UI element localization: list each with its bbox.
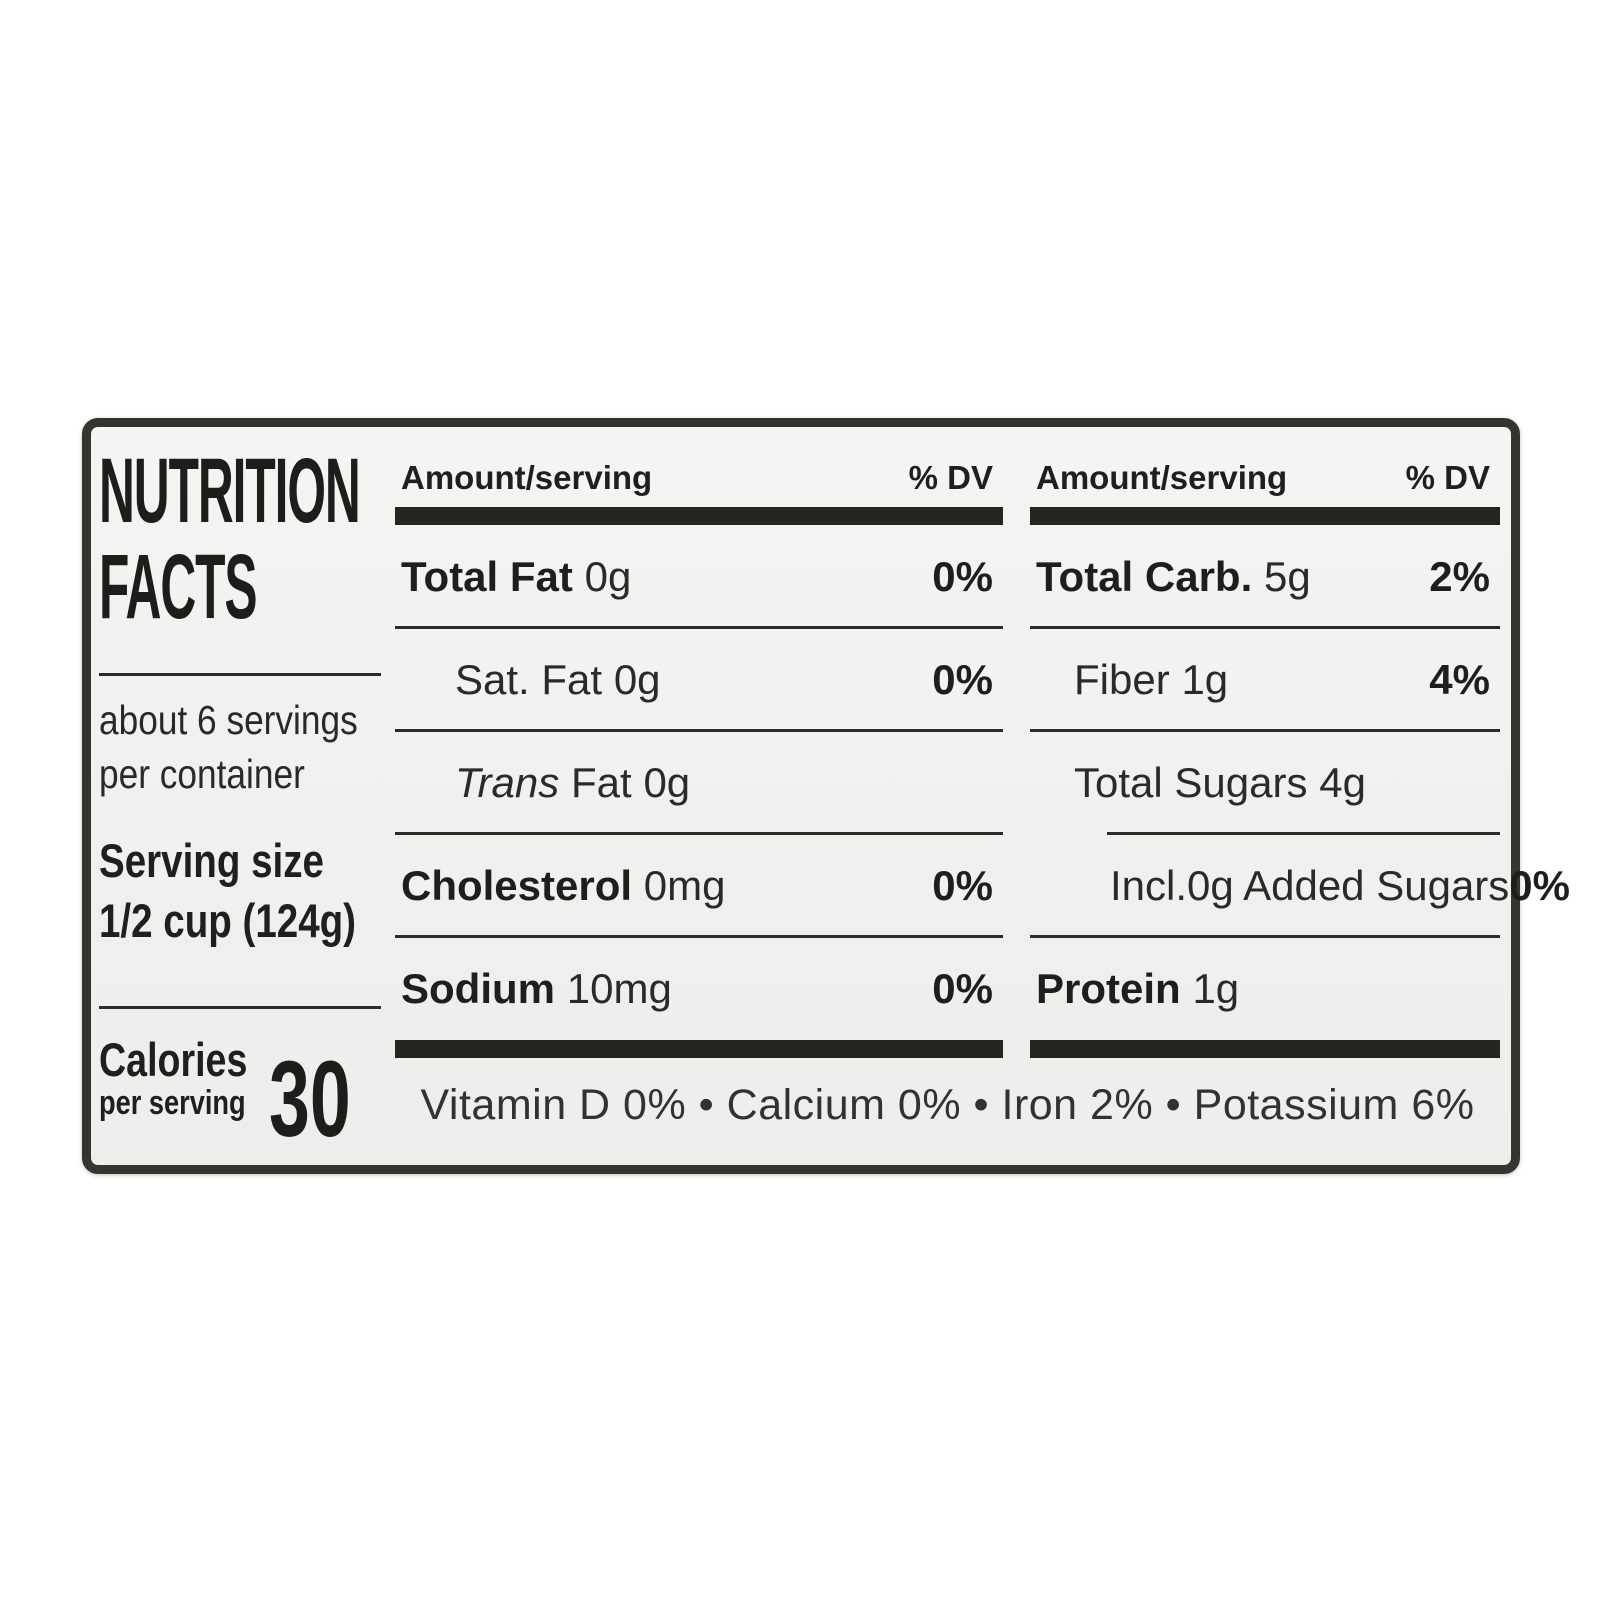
thin-rule-inset: [1107, 832, 1500, 835]
serving-size-label: Serving size: [99, 834, 324, 887]
serving-size: Serving size 1/2 cup (124g): [99, 831, 412, 951]
nutrient-amount: 0g: [584, 552, 632, 600]
thick-rule: [395, 507, 1003, 525]
row-trans-fat: Trans Fat 0g: [395, 731, 1003, 834]
nutrient-amount: 1g: [1192, 964, 1240, 1012]
nutrient-amount: 0mg: [643, 861, 726, 909]
nutrient-name: Total Sugars: [1074, 758, 1308, 806]
nutrient-name: Total Fat: [401, 552, 573, 600]
column-header: Amount/serving % DV: [1030, 443, 1500, 505]
thin-rule: [1030, 729, 1500, 732]
header-percent-dv: % DV: [908, 459, 993, 496]
nutrient-amount: 4g: [1319, 758, 1366, 806]
nutrient-dv: 2%: [1429, 552, 1490, 600]
thin-rule: [395, 935, 1003, 938]
row-total-fat: Total Fat 0g 0%: [395, 525, 1003, 628]
header-percent-dv: % DV: [1405, 459, 1490, 496]
nutrient-dv: 0%: [932, 552, 993, 600]
row-sat-fat: Sat. Fat 0g 0%: [395, 628, 1003, 731]
micronutrients-line: Vitamin D 0% • Calcium 0% • Iron 2% • Po…: [420, 1080, 1475, 1129]
nutrient-amount: 5g: [1263, 552, 1311, 600]
nutrient-amount: 10mg: [566, 964, 672, 1012]
header-amount-serving: Amount/serving: [1036, 459, 1288, 496]
nutrient-amount: 0g: [643, 758, 691, 806]
nutrient-name: Fiber: [1074, 655, 1170, 703]
serving-size-value: 1/2 cup (124g): [99, 894, 357, 947]
nutrient-dv: 0%: [932, 655, 993, 703]
thin-rule: [1030, 935, 1500, 938]
servings-per-container: about 6 servings per container: [99, 693, 400, 801]
thin-rule: [395, 626, 1003, 629]
row-sodium: Sodium 10mg 0%: [395, 937, 1003, 1040]
row-added-sugars: Incl.0g Added Sugars 0%: [1030, 834, 1570, 937]
nutrient-name: Cholesterol: [401, 861, 633, 909]
thick-rule: [1030, 1040, 1500, 1058]
nutrient-name-italic: Trans: [455, 758, 560, 806]
nutrient-amount: 0g: [613, 655, 661, 703]
title-nutrition: NUTRITION: [99, 440, 361, 542]
nutrient-dv: 0%: [932, 964, 993, 1012]
servings-line-1: about 6 servings: [99, 697, 358, 743]
calories-block: Calories per serving 30: [99, 1035, 391, 1163]
thick-rule: [1030, 507, 1500, 525]
calories-label: Calories: [99, 1033, 248, 1086]
thin-rule: [1030, 626, 1500, 629]
nutrient-name: Total Carb.: [1036, 552, 1253, 600]
row-fiber: Fiber 1g 4%: [1030, 628, 1500, 731]
row-protein: Protein 1g: [1030, 937, 1500, 1040]
nutrient-column-left: Amount/serving % DV Total Fat 0g 0% Sat. …: [395, 427, 1003, 1165]
page-title: NUTRITION FACTS: [99, 443, 582, 635]
servings-line-2: per container: [99, 751, 305, 797]
nutrient-dv: 0%: [1509, 861, 1570, 909]
nutrient-name: Incl.0g Added Sugars: [1110, 861, 1510, 909]
nutrient-name: Protein: [1036, 964, 1181, 1012]
nutrient-dv: 0%: [932, 861, 993, 909]
thin-rule: [395, 729, 1003, 732]
header-amount-serving: Amount/serving: [401, 459, 653, 496]
thin-rule: [395, 832, 1003, 835]
nutrient-name: Fat: [571, 758, 632, 806]
left-divider-bottom: [99, 1006, 381, 1009]
left-divider-top: [99, 673, 381, 676]
nutrient-name: Sat. Fat: [455, 655, 603, 703]
nutrient-dv: 4%: [1429, 655, 1490, 703]
title-facts: FACTS: [99, 536, 258, 638]
nutrient-name: Sodium: [401, 964, 555, 1012]
thick-rule: [395, 1040, 1003, 1058]
calories-sublabel: per serving: [99, 1084, 246, 1122]
row-total-carb: Total Carb. 5g 2%: [1030, 525, 1500, 628]
nutrient-column-right: Amount/serving % DV Total Carb. 5g 2% Fib…: [1030, 427, 1570, 1165]
calories-value: 30: [269, 1038, 351, 1159]
column-header: Amount/serving % DV: [395, 443, 1003, 505]
nutrition-facts-label: NUTRITION FACTS about 6 servings per con…: [82, 418, 1570, 1174]
nutrient-amount: 1g: [1181, 655, 1229, 703]
left-panel: NUTRITION FACTS about 6 servings per con…: [97, 427, 393, 1165]
row-cholesterol: Cholesterol 0mg 0%: [395, 834, 1003, 937]
row-total-sugars: Total Sugars 4g: [1030, 731, 1500, 834]
